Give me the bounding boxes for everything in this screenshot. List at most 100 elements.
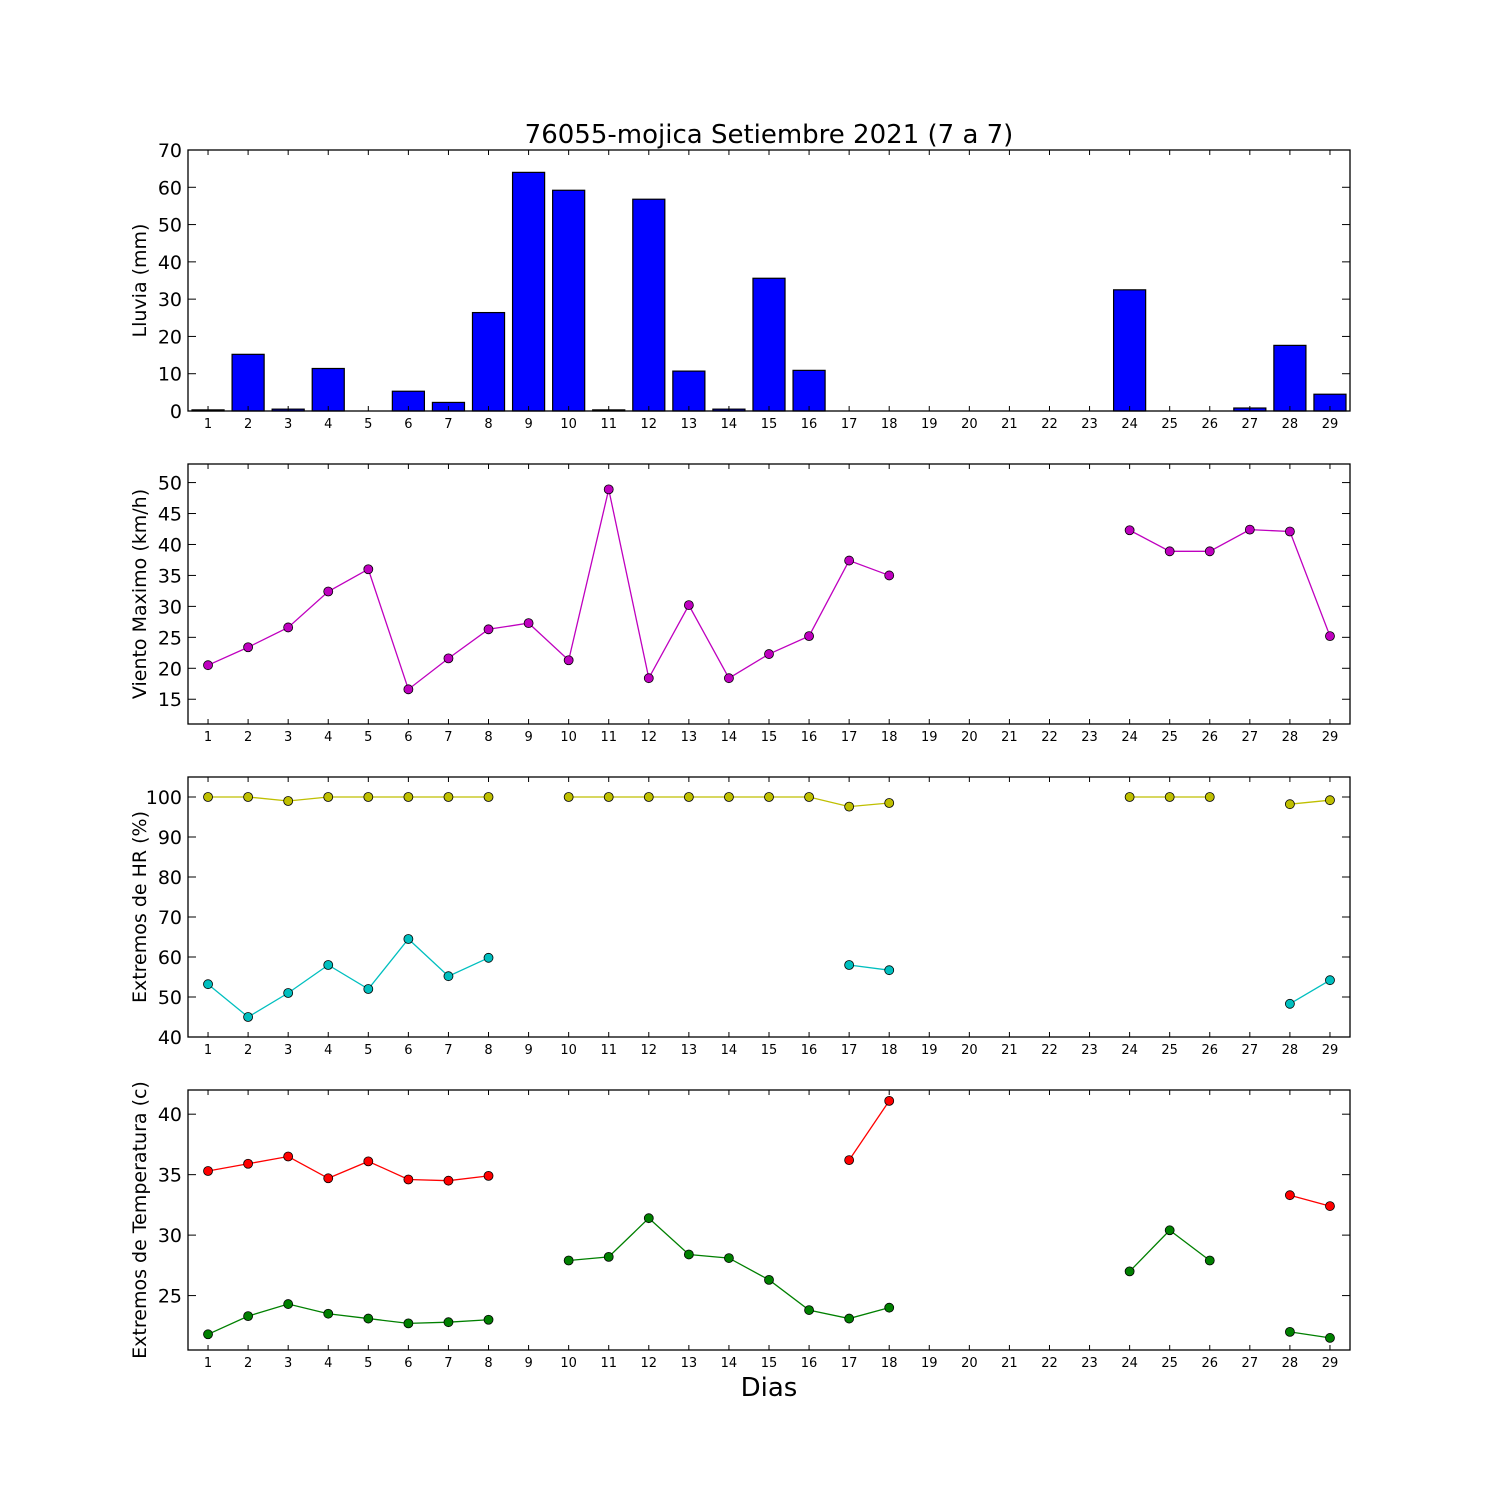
point-s2-day-13 bbox=[683, 1249, 694, 1260]
x-tick-label: 5 bbox=[364, 1356, 372, 1371]
x-tick-label: 28 bbox=[1282, 730, 1299, 745]
x-tick-label: 23 bbox=[1081, 730, 1098, 745]
x-tick-label: 1 bbox=[204, 417, 212, 432]
series-line-1 bbox=[208, 796, 489, 802]
x-tick-label: 11 bbox=[600, 1043, 617, 1058]
x-tick-label: 28 bbox=[1282, 1356, 1299, 1371]
point-s1-day-3 bbox=[283, 622, 294, 633]
bar-day-13 bbox=[672, 370, 706, 412]
x-tick-label: 8 bbox=[484, 1043, 492, 1058]
y-tick-label: 90 bbox=[158, 827, 182, 849]
x-tick-label: 21 bbox=[1001, 1356, 1018, 1371]
x-tick-label: 22 bbox=[1041, 730, 1058, 745]
point-s2-day-11 bbox=[603, 1251, 614, 1262]
x-tick-label: 10 bbox=[560, 1356, 577, 1371]
point-s1-day-28 bbox=[1285, 526, 1295, 537]
x-tick-label: 4 bbox=[324, 730, 332, 745]
point-s2-day-7 bbox=[443, 1317, 454, 1328]
point-s1-day-13 bbox=[683, 600, 694, 611]
y-tick-label: 40 bbox=[158, 1104, 182, 1126]
x-tick-label: 29 bbox=[1322, 730, 1339, 745]
x-tick-label: 9 bbox=[524, 1356, 532, 1371]
y-tick-label: 30 bbox=[158, 289, 182, 311]
point-s1-day-5 bbox=[363, 1156, 374, 1167]
point-s1-day-7 bbox=[443, 1175, 454, 1186]
point-s2-day-8 bbox=[483, 1314, 494, 1325]
point-s2-day-28 bbox=[1285, 998, 1295, 1009]
point-s1-day-10 bbox=[563, 792, 574, 802]
x-tick-label: 28 bbox=[1282, 417, 1299, 432]
y-tick-label: 80 bbox=[158, 867, 182, 889]
x-tick-label: 19 bbox=[921, 1356, 938, 1371]
point-s2-day-3 bbox=[283, 1299, 294, 1309]
series-line-1 bbox=[207, 1155, 489, 1182]
panel-2-frame bbox=[187, 463, 1351, 725]
x-tick-label: 6 bbox=[404, 1043, 412, 1058]
x-tick-label: 17 bbox=[841, 1356, 858, 1371]
x-tick-label: 4 bbox=[324, 1356, 332, 1371]
x-tick-label: 3 bbox=[284, 417, 292, 432]
panel-4-frame bbox=[187, 1089, 1351, 1351]
x-tick-label: 21 bbox=[1001, 1043, 1018, 1058]
x-tick-label: 17 bbox=[841, 730, 858, 745]
x-tick-label: 7 bbox=[444, 1356, 452, 1371]
x-tick-label: 8 bbox=[484, 1356, 492, 1371]
y-axis-label-3: Extremos de HR (%) bbox=[129, 811, 151, 1003]
bar-day-9 bbox=[511, 171, 546, 412]
x-tick-label: 6 bbox=[404, 417, 412, 432]
point-s2-day-16 bbox=[804, 1305, 814, 1315]
point-s1-day-28 bbox=[1285, 799, 1295, 810]
series-line-2 bbox=[568, 1217, 890, 1320]
x-tick-label: 20 bbox=[961, 1356, 978, 1371]
point-s2-day-15 bbox=[764, 1274, 774, 1285]
x-tick-label: 5 bbox=[364, 417, 372, 432]
x-tick-label: 2 bbox=[244, 730, 252, 745]
x-tick-label: 22 bbox=[1041, 1356, 1058, 1371]
point-s1-day-12 bbox=[643, 792, 654, 802]
panel-3-frame bbox=[187, 776, 1351, 1038]
x-tick-label: 25 bbox=[1161, 1043, 1178, 1058]
x-tick-label: 5 bbox=[364, 730, 372, 745]
y-tick-label: 35 bbox=[158, 1165, 182, 1187]
x-tick-label: 17 bbox=[841, 417, 858, 432]
y-tick-label: 30 bbox=[158, 596, 182, 618]
x-tick-label: 13 bbox=[681, 1043, 698, 1058]
x-tick-label: 12 bbox=[641, 417, 658, 432]
x-tick-label: 3 bbox=[284, 1356, 292, 1371]
y-tick-label: 30 bbox=[158, 1225, 182, 1247]
point-s2-day-18 bbox=[884, 1302, 895, 1313]
y-tick-label: 40 bbox=[158, 252, 182, 274]
x-tick-label: 29 bbox=[1322, 1356, 1339, 1371]
point-s1-day-3 bbox=[283, 796, 294, 806]
x-tick-label: 14 bbox=[721, 1043, 738, 1058]
x-tick-label: 2 bbox=[244, 1043, 252, 1058]
x-tick-label: 25 bbox=[1161, 417, 1178, 432]
x-tick-label: 11 bbox=[600, 1356, 617, 1371]
point-s1-day-16 bbox=[804, 792, 814, 802]
y-axis-label-1: Lluvia (mm) bbox=[129, 224, 151, 338]
x-tick-label: 5 bbox=[364, 1043, 372, 1058]
x-tick-label: 24 bbox=[1121, 1043, 1138, 1058]
series-line-1 bbox=[1289, 799, 1331, 805]
x-tick-label: 1 bbox=[204, 730, 212, 745]
point-s2-day-10 bbox=[563, 1255, 574, 1266]
point-s1-day-13 bbox=[683, 792, 694, 802]
y-axis-label-4: Extremos de Temperatura (c) bbox=[129, 1081, 151, 1359]
x-tick-label: 8 bbox=[484, 417, 492, 432]
y-tick-label: 0 bbox=[170, 401, 182, 423]
bar-day-12 bbox=[632, 198, 666, 412]
x-tick-label: 11 bbox=[600, 730, 617, 745]
x-tick-label: 15 bbox=[761, 417, 778, 432]
point-s2-day-1 bbox=[203, 1329, 213, 1340]
x-tick-label: 16 bbox=[801, 417, 818, 432]
point-s1-day-29 bbox=[1325, 795, 1335, 806]
point-s2-day-6 bbox=[403, 1318, 414, 1329]
point-s1-day-24 bbox=[1124, 792, 1135, 802]
point-s1-day-25 bbox=[1164, 792, 1175, 802]
x-tick-label: 22 bbox=[1041, 1043, 1058, 1058]
point-s2-day-5 bbox=[363, 984, 374, 994]
x-tick-label: 19 bbox=[921, 417, 938, 432]
bar-day-16 bbox=[792, 369, 826, 412]
x-tick-label: 26 bbox=[1201, 1356, 1218, 1371]
series-line-2 bbox=[849, 964, 890, 971]
